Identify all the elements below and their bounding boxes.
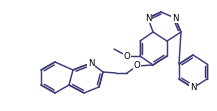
Text: N: N bbox=[145, 14, 151, 23]
Text: O: O bbox=[134, 61, 140, 70]
Text: N: N bbox=[172, 14, 178, 23]
Text: N: N bbox=[190, 83, 196, 92]
Text: O: O bbox=[124, 52, 130, 60]
Text: N: N bbox=[88, 58, 94, 67]
